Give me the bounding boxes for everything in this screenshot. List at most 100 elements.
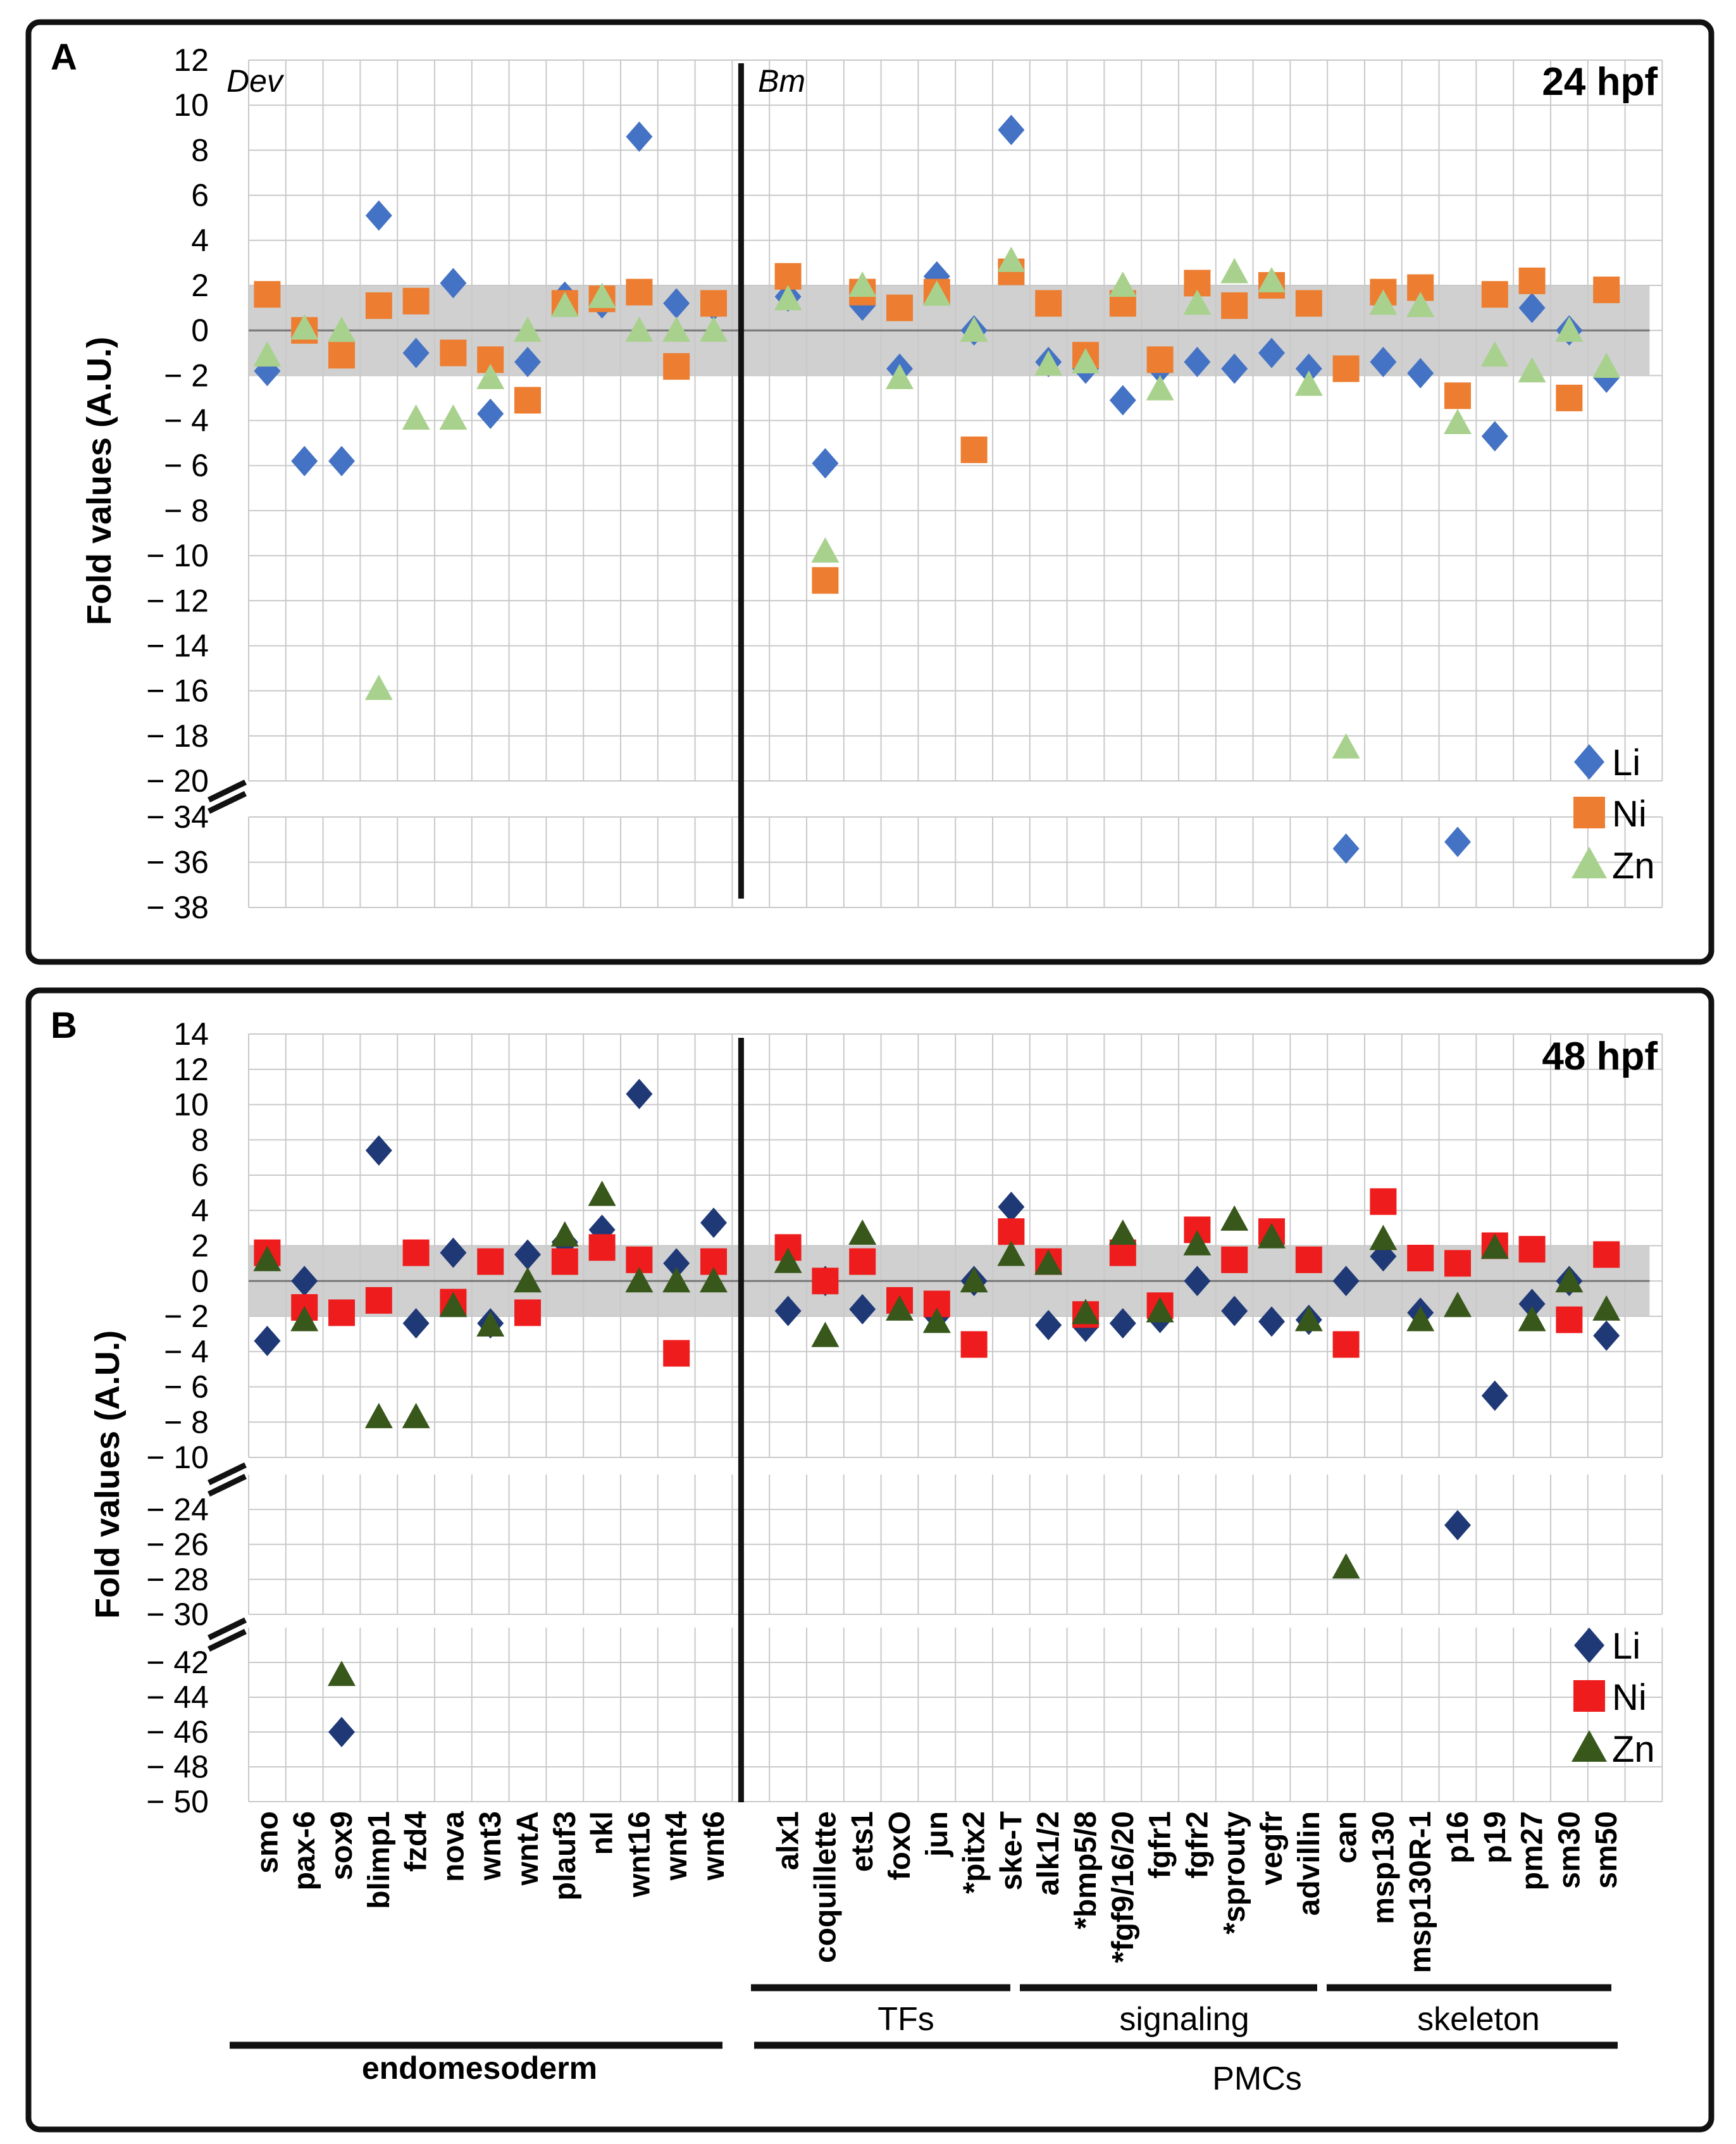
point-li-pm27 [1518, 1288, 1546, 1319]
point-ni-wnt16 [626, 278, 653, 306]
point-zn-wnt3 [476, 363, 505, 389]
point-li-sprouty [1221, 353, 1248, 384]
point-zn-nova [439, 404, 468, 430]
point-li-blimp1 [365, 1135, 392, 1166]
point-zn-fgfr1 [1146, 1297, 1174, 1323]
point-zn-pm27 [1518, 1306, 1546, 1331]
category-label-advillin: advillin [1293, 1811, 1326, 1916]
panel-a-y-axis-label: Fold values (A.U.) [80, 337, 118, 625]
category-label-vegfr: vegfr [1255, 1811, 1289, 1885]
point-li-sox9 [328, 446, 355, 477]
point-zn-alx1 [774, 1247, 802, 1273]
point-ni-wnt3 [477, 1248, 504, 1275]
point-li-p16 [1444, 1510, 1471, 1541]
point-zn-fgfr1 [1146, 375, 1174, 401]
point-zn-wnt6 [700, 316, 728, 342]
group-endomesoderm-label: endomesoderm [362, 2050, 597, 2086]
point-zn-p19 [1480, 1233, 1509, 1259]
point-zn-msp130 [1369, 1225, 1398, 1250]
point-li-wnt16 [626, 122, 653, 153]
category-label-pitx2: *pitx2 [958, 1811, 991, 1894]
y-tick-label: 2 [191, 268, 209, 303]
point-zn-coquillette [811, 1321, 840, 1347]
y-tick-label: 10 [173, 1087, 209, 1123]
point-li-can [1332, 1266, 1360, 1297]
point-ni-nkl [588, 1234, 616, 1261]
group-skeleton-label: skeleton [1417, 2001, 1540, 2038]
category-label-nova: nova [437, 1811, 470, 1882]
point-ni-advillin [1295, 1246, 1322, 1273]
point-zn-p19 [1480, 341, 1509, 367]
point-zn-sprouty [1220, 1205, 1249, 1231]
point-li-fgfr2 [1184, 1266, 1211, 1297]
point-zn-nkl [588, 282, 616, 308]
point-li-fzd4 [402, 337, 430, 368]
point-ni-wnta [514, 387, 541, 414]
point-li-blimp1 [365, 200, 392, 231]
legend-a-ni-marker [1573, 797, 1605, 828]
point-ni-fzd4 [402, 1239, 430, 1266]
panel-b-group-brackets: TFs signaling skeleton endomesoderm PMCs [230, 1984, 1618, 2097]
category-label-fzd4: fzd4 [400, 1811, 433, 1872]
point-zn-pitx2 [960, 1267, 988, 1293]
category-label-jun: jun [921, 1811, 954, 1857]
point-zn-p16 [1444, 409, 1472, 435]
point-zn-nkl [588, 1180, 616, 1206]
panel-b-break-1-mark-2 [208, 1473, 247, 1497]
y-tick-label: − 28 [146, 1562, 209, 1597]
y-tick-label: − 6 [164, 448, 209, 483]
point-li-vegfr [1258, 337, 1285, 368]
point-zn-sprouty [1220, 258, 1249, 284]
category-label-pm27: pm27 [1516, 1811, 1549, 1890]
y-tick-label: − 44 [146, 1680, 209, 1715]
point-ni-sprouty [1221, 292, 1248, 319]
point-zn-wnt6 [700, 1267, 728, 1293]
point-li-coquillette [812, 448, 839, 479]
point-li-wnta [514, 1239, 541, 1270]
point-zn-wnta [514, 316, 542, 342]
panel-a-y-ticks: 12 10 8 6 4 2 0 − 2 − 4 − 6 − 8 − 10 − 12 − 14 − 16 − 1… [146, 42, 209, 925]
category-label-foxo: foxO [883, 1811, 917, 1880]
y-tick-label: − 2 [164, 358, 209, 393]
category-label-sprouty: *sprouty [1218, 1811, 1251, 1935]
y-tick-label: − 18 [146, 718, 209, 754]
point-zn-plauf3 [550, 1221, 579, 1247]
legend-b-zn-label: Zn [1612, 1729, 1655, 1770]
point-zn-fgfr2 [1183, 289, 1212, 315]
y-tick-label: − 4 [164, 403, 209, 439]
point-li-wnt4 [663, 288, 690, 319]
point-zn-pax6 [290, 1306, 319, 1331]
legend-b-li-marker [1574, 1628, 1604, 1663]
point-ni-sm30 [1556, 1306, 1583, 1333]
point-zn-sm50 [1592, 1295, 1621, 1321]
point-zn-alk12 [1034, 1249, 1063, 1275]
y-tick-label: − 50 [146, 1784, 209, 1819]
point-ni-can [1332, 355, 1360, 382]
category-label-alk12: alk1/2 [1032, 1811, 1065, 1895]
legend-a-ni-label: Ni [1612, 794, 1647, 835]
point-zn-advillin [1294, 1306, 1323, 1331]
panel-a-grid [248, 59, 1663, 908]
panel-b-break-2-mark-1 [208, 1617, 247, 1641]
point-zn-sm30 [1555, 1267, 1584, 1293]
panel-a-points [253, 115, 1621, 864]
y-tick-label: − 20 [146, 763, 209, 799]
legend-b-li-label: Li [1612, 1626, 1640, 1667]
category-label-smo: smo [251, 1811, 284, 1874]
point-zn-bmp58 [1072, 347, 1100, 373]
category-label-msp130r1: msp130R-1 [1404, 1811, 1437, 1973]
panel-b-y-axis-label: Fold values (A.U.) [89, 1330, 127, 1619]
y-tick-label: − 34 [146, 799, 209, 835]
y-tick-label: 0 [191, 1263, 209, 1299]
point-zn-msp130 [1369, 289, 1398, 315]
point-ni-sket [998, 1218, 1025, 1245]
y-tick-label: − 12 [146, 583, 209, 618]
category-label-wnt16: wnt16 [623, 1811, 656, 1898]
point-li-pax6 [291, 446, 318, 477]
point-ni-fgfr1 [1146, 346, 1174, 373]
point-zn-p16 [1444, 1292, 1472, 1318]
panel-b-title: 48 hpf [1542, 1035, 1658, 1078]
point-li-pax6 [291, 1266, 318, 1297]
point-ni-pitx2 [960, 436, 988, 463]
y-tick-label: − 42 [146, 1645, 209, 1680]
